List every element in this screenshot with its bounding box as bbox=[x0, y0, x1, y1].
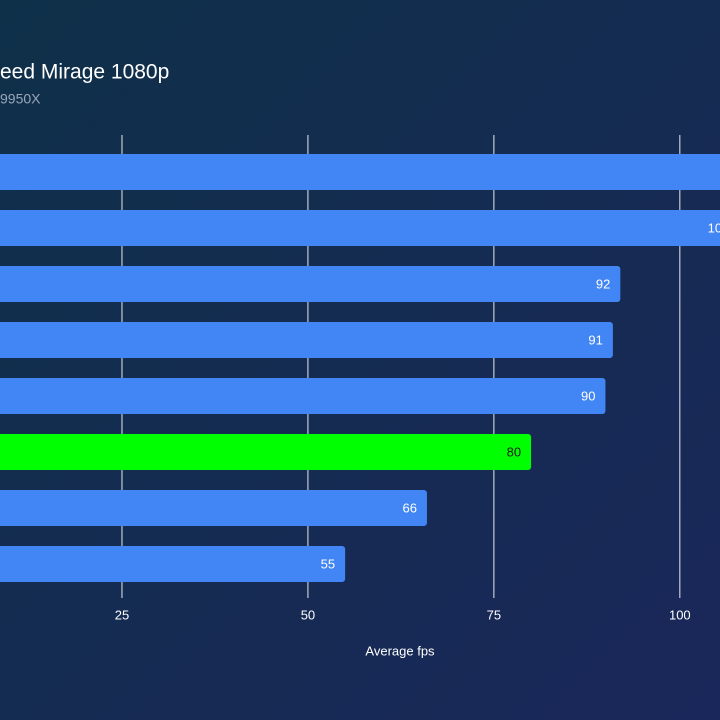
x-tick-label: 25 bbox=[115, 607, 129, 622]
bar bbox=[0, 546, 346, 582]
chart-title: eed Mirage 1080p bbox=[0, 61, 169, 84]
bar bbox=[0, 434, 532, 470]
x-axis-label: Average fps bbox=[365, 643, 435, 658]
x-tick-label: 50 bbox=[301, 607, 315, 622]
value-label: 92 bbox=[596, 276, 610, 291]
bar bbox=[0, 210, 720, 246]
value-label: 108 bbox=[708, 220, 720, 235]
bar bbox=[0, 266, 621, 302]
bar bbox=[0, 322, 613, 358]
x-tick-label: 75 bbox=[487, 607, 501, 622]
chart-subtitle: 9950X bbox=[0, 91, 41, 107]
bar bbox=[0, 154, 720, 190]
value-label: 91 bbox=[588, 332, 602, 347]
value-label: 80 bbox=[507, 444, 521, 459]
bar bbox=[0, 490, 427, 526]
x-tick-label: 100 bbox=[669, 607, 691, 622]
bar bbox=[0, 378, 606, 414]
value-label: 55 bbox=[321, 556, 335, 571]
value-label: 66 bbox=[402, 500, 416, 515]
value-label: 90 bbox=[581, 388, 595, 403]
